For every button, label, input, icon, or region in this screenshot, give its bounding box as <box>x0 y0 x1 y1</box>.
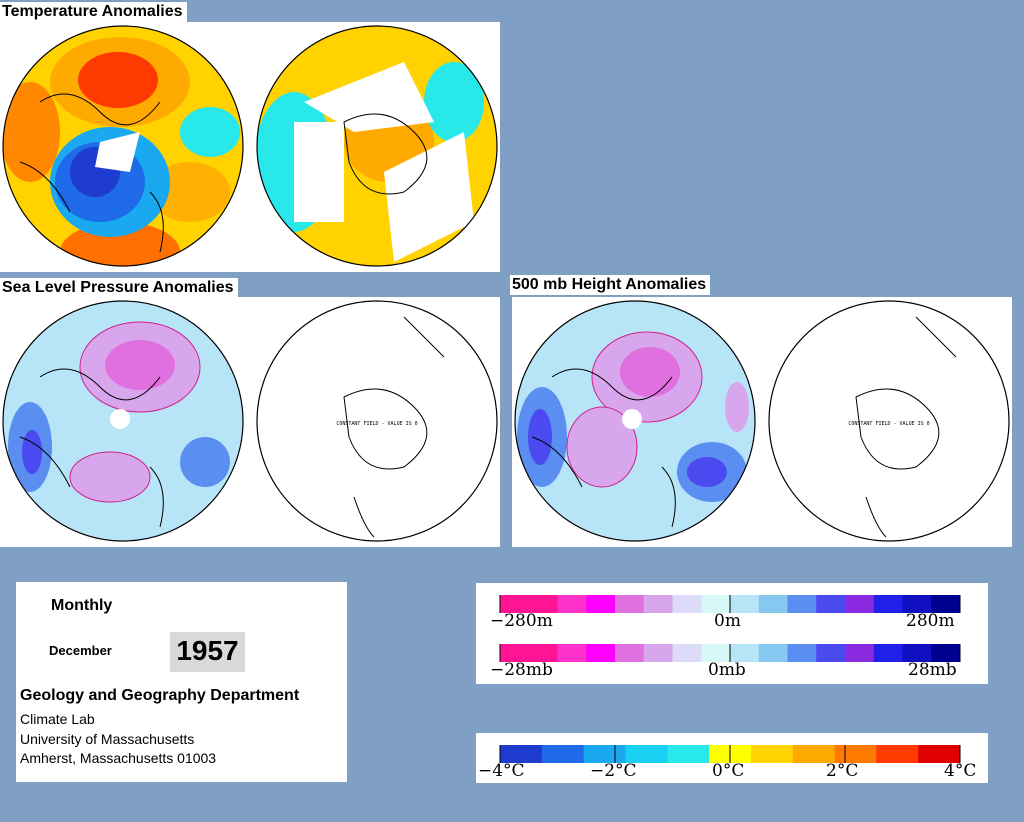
pressure-bar-swatch-3 <box>586 644 616 662</box>
slp-south-note: CONSTANT FIELD - VALUE IS 0 <box>336 421 417 427</box>
pressure-bar-swatch-13 <box>873 644 903 662</box>
temp-tick-neg4: −4°C <box>478 761 525 781</box>
height500-south-globe: CONSTANT FIELD - VALUE IS 0 <box>768 300 1010 542</box>
height500-north-globe <box>514 300 756 542</box>
height500-title: 500 mb Height Anomalies <box>510 275 711 295</box>
temperature-south-globe <box>256 25 498 267</box>
height500-south-note: CONSTANT FIELD - VALUE IS 0 <box>848 421 929 427</box>
temp-tick-4: 4°C <box>944 761 977 781</box>
height-bar-swatch-1 <box>528 595 558 613</box>
anomaly-legend: −280m 0m 280m −28mb 0mb 28mb <box>476 583 988 684</box>
pressure-bar-swatch-12 <box>845 644 875 662</box>
address-label: Amherst, Massachusetts 01003 <box>20 750 217 766</box>
temp-tick-0: 0°C <box>712 761 745 781</box>
info-box: Monthly December 1957 Geology and Geogra… <box>16 582 347 782</box>
temperature-title: Temperature Anomalies <box>0 2 187 22</box>
height-bar-swatch-4 <box>615 595 645 613</box>
height-bar-swatch-12 <box>845 595 875 613</box>
department-label: Geology and Geography Department <box>20 687 300 704</box>
height-min-label: −280m <box>490 611 553 631</box>
height-bar-swatch-6 <box>672 595 702 613</box>
height-bar-swatch-15 <box>931 595 961 613</box>
temperature-bar-swatch-10 <box>918 745 961 763</box>
temperature-bar-swatch-7 <box>792 745 836 763</box>
pressure-bar-swatch-0 <box>500 644 530 662</box>
pressure-bar-swatch-9 <box>758 644 788 662</box>
temperature-bar-swatch-6 <box>750 745 794 763</box>
temperature-bar-swatch-3 <box>625 745 668 763</box>
height-bar-swatch-9 <box>758 595 788 613</box>
pressure-bar-swatch-5 <box>643 644 673 662</box>
temperature-bar-swatch-9 <box>876 745 919 763</box>
slp-title: Sea Level Pressure Anomalies <box>0 278 238 298</box>
lab-label: Climate Lab <box>20 711 95 727</box>
temperature-bar-swatch-1 <box>541 745 585 763</box>
temp-tick-neg2: −2°C <box>590 761 637 781</box>
pressure-bar-swatch-1 <box>528 644 558 662</box>
height-mid-label: 0m <box>714 611 741 631</box>
temp-tick-2: 2°C <box>826 761 859 781</box>
height-bar-swatch-5 <box>643 595 673 613</box>
height-bar-swatch-14 <box>902 595 932 613</box>
height-bar-swatch-0 <box>500 595 530 613</box>
slp-south-globe: CONSTANT FIELD - VALUE IS 0 <box>256 300 498 542</box>
pressure-bar-swatch-11 <box>816 644 846 662</box>
university-label: University of Massachusetts <box>20 731 195 747</box>
pressure-bar-swatch-7 <box>701 644 731 662</box>
pressure-bar-swatch-15 <box>931 644 961 662</box>
height-bar-swatch-11 <box>816 595 846 613</box>
pressure-max-label: 28mb <box>908 660 957 680</box>
period-label: Monthly <box>51 597 113 614</box>
pressure-bar-swatch-2 <box>557 644 587 662</box>
pressure-bar-swatch-6 <box>672 644 702 662</box>
temperature-colorbar <box>499 745 961 763</box>
height-bar-swatch-7 <box>701 595 731 613</box>
pressure-bar-swatch-8 <box>730 644 760 662</box>
temperature-north-globe <box>2 25 244 267</box>
month-label: December <box>49 643 112 658</box>
pressure-min-label: −28mb <box>490 660 553 680</box>
temperature-bar-swatch-4 <box>667 745 710 763</box>
pressure-mid-label: 0mb <box>708 660 746 680</box>
year-label: 1957 <box>170 632 245 672</box>
height-bar-swatch-2 <box>557 595 587 613</box>
temperature-legend: −4°C −2°C 0°C 2°C 4°C <box>476 733 988 783</box>
pressure-bar-swatch-10 <box>787 644 817 662</box>
height-bar-swatch-8 <box>730 595 760 613</box>
pressure-bar-swatch-14 <box>902 644 932 662</box>
anomaly-colorbars <box>499 595 961 662</box>
slp-north-globe <box>2 300 244 542</box>
height-max-label: 280m <box>906 611 955 631</box>
pressure-bar-swatch-4 <box>615 644 645 662</box>
height-bar-swatch-13 <box>873 595 903 613</box>
temperature-bar-swatch-0 <box>500 745 543 763</box>
height-bar-swatch-3 <box>586 595 616 613</box>
height-bar-swatch-10 <box>787 595 817 613</box>
